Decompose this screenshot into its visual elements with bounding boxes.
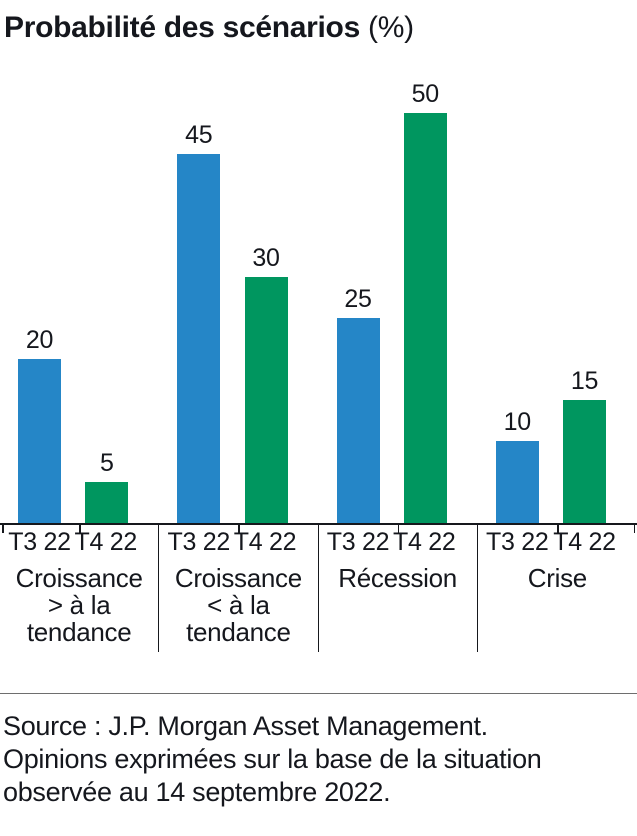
bar-value-label: 45 [185,121,213,149]
bar-t422 [403,113,447,523]
bar-column: 10 [495,408,539,523]
bar-value-label: 50 [411,80,440,108]
category-label: Récession [338,563,457,593]
axis-category-group: T3 22 T4 22 Crise [478,525,637,652]
series-tick-label: T3 22 [326,528,390,556]
axis-category-group: T3 22 T4 22 Croissance > à la tendance [0,525,160,652]
axis-minor-tick [557,525,559,533]
source-line: Source : J.P. Morgan Asset Management. [3,711,488,741]
bar-t322 [177,154,221,523]
category-group-bars: 20 5 [0,79,159,523]
bar-column: 25 [336,285,380,523]
bar-t422 [85,482,129,523]
bar-chart: 20 5 45 30 25 50 10 15 T3 22 T4 22 Croissance > à… [0,79,637,652]
series-tick-label: T4 22 [553,528,616,556]
axis-category-group: T3 22 T4 22 Récession [319,525,478,652]
x-axis: T3 22 T4 22 Croissance > à la tendance T3 2… [0,523,637,652]
footer-divider [0,693,637,694]
series-tick-label: T3 22 [486,528,549,556]
axis-minor-tick [397,525,400,533]
category-group-bars: 45 30 [159,79,318,523]
bar-value-label: 5 [99,449,114,477]
source-note: Source : J.P. Morgan Asset Management. O… [3,710,637,809]
axis-end-tick-right [633,525,635,533]
chart-title: Probabilité des scénarios (%) [4,10,637,45]
bar-column: 50 [403,80,447,523]
category-label: Crise [527,563,587,593]
bar-value-label: 25 [344,285,372,313]
category-group-bars: 25 50 [319,79,478,523]
bar-value-label: 15 [570,367,599,395]
bar-column: 20 [18,326,61,523]
category-label: Croissance < à la tendance [174,563,302,647]
axis-end-tick-left [2,525,4,533]
series-tick-label: T4 22 [74,528,138,556]
axis-minor-tick [79,525,81,533]
bar-column: 45 [177,121,221,523]
series-tick-label: T3 22 [8,528,71,556]
series-tick-label: T3 22 [167,528,231,556]
bar-t322 [18,359,61,523]
bar-t422 [244,277,288,523]
series-tick-row: T3 22 T4 22 [159,529,317,555]
series-tick-row: T3 22 T4 22 [478,529,637,555]
bar-value-label: 10 [503,408,532,436]
bar-column: 5 [85,449,129,523]
bar-column: 30 [244,244,288,523]
series-tick-row: T3 22 T4 22 [0,529,158,555]
bar-column: 15 [563,367,606,523]
bar-value-label: 20 [25,326,54,354]
category-label: Croissance > à la tendance [15,563,143,647]
series-tick-label: T4 22 [233,528,297,556]
bar-t322 [336,318,380,523]
source-line: observée au 14 septembre 2022. [3,777,391,807]
plot-area: 20 5 45 30 25 50 10 15 [0,79,637,523]
chart-title-unit: (%) [359,11,414,44]
bar-t422 [563,400,606,523]
source-line: Opinions exprimées sur la base de la sit… [3,744,542,774]
axis-category-group: T3 22 T4 22 Croissance < à la tendance [159,525,319,652]
category-group-bars: 10 15 [478,79,637,523]
chart-panel: Probabilité des scénarios (%) 20 5 45 30 25 5… [0,10,637,836]
bar-t322 [495,441,539,523]
series-tick-row: T3 22 T4 22 [319,529,477,555]
chart-title-text: Probabilité des scénarios [4,11,360,44]
series-tick-label: T4 22 [393,528,456,556]
axis-minor-tick [238,525,240,533]
bar-value-label: 30 [252,244,280,272]
